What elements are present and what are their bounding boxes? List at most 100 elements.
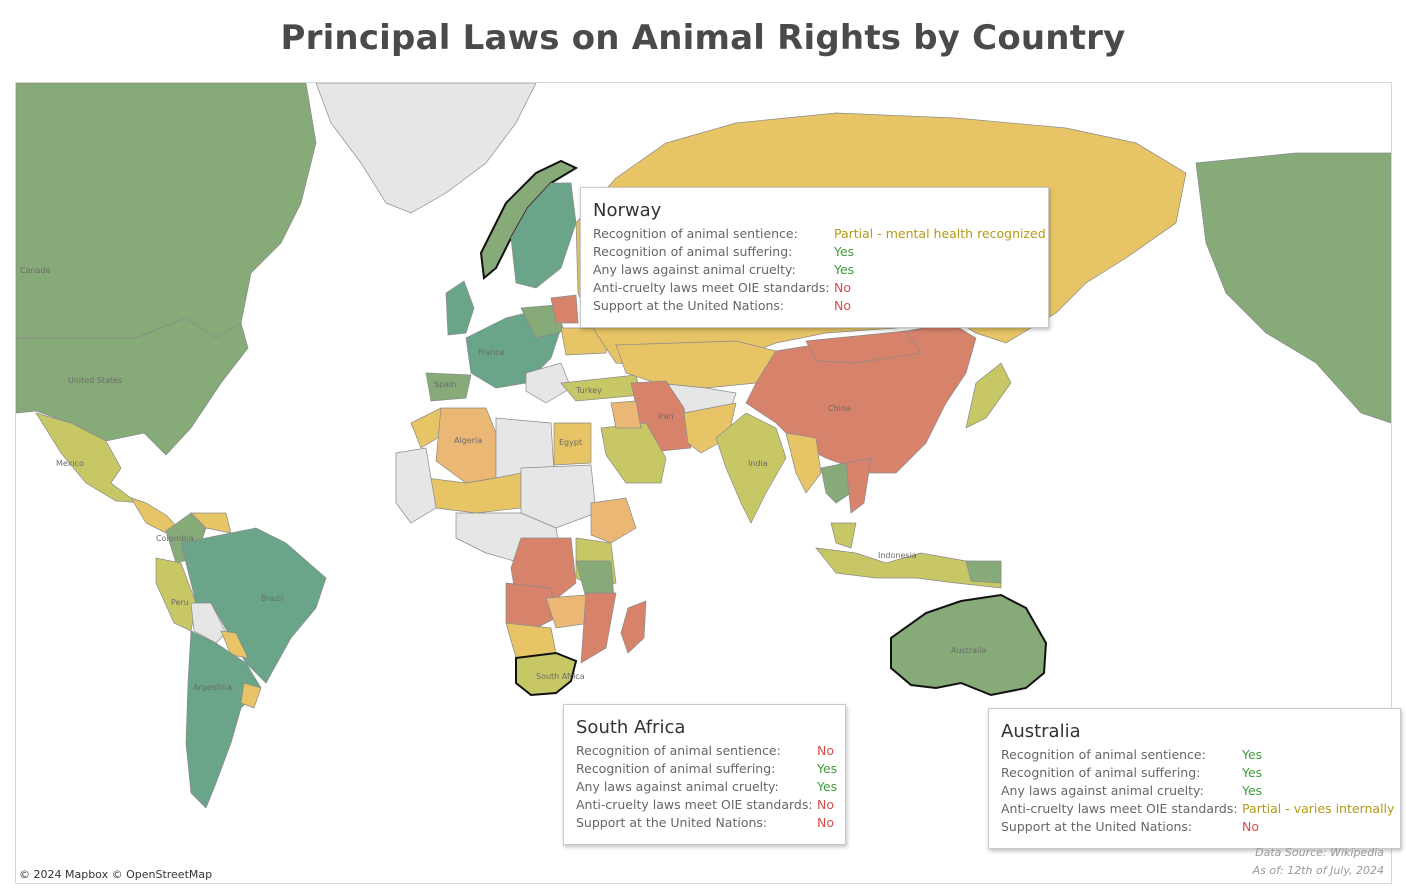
country-kazakhstan[interactable] — [615, 340, 777, 389]
tooltip-rows: Recognition of animal sentience: Partial … — [593, 225, 1046, 315]
tooltip-row-label: Support at the United Nations: — [576, 815, 768, 830]
tooltip-country-name: Australia — [1001, 721, 1081, 742]
country-madagascar[interactable] — [620, 600, 647, 654]
map-label-united-states: United States — [68, 376, 122, 385]
tooltip-row-value: No — [817, 815, 834, 830]
tooltip-row: Recognition of animal suffering: Yes — [576, 760, 837, 778]
tooltip-row: Support at the United Nations: No — [576, 814, 834, 832]
tooltip-norway: Norway Recognition of animal sentience: P… — [580, 187, 1049, 328]
map-label-canada: Canada — [20, 266, 51, 275]
tooltip-row-value: Yes — [834, 244, 855, 259]
country-papua[interactable] — [965, 560, 1002, 584]
country-uk[interactable] — [445, 280, 475, 336]
tooltip-row-value: No — [834, 280, 851, 295]
tooltip-row-value: Yes — [1242, 747, 1263, 762]
tooltip-row: Support at the United Nations: No — [593, 297, 1036, 315]
tooltip-row-label: Support at the United Nations: — [1001, 819, 1193, 834]
country-myanmar[interactable] — [785, 432, 822, 494]
tooltip-row: Any laws against animal cruelty: Yes — [576, 778, 837, 796]
tooltip-row: Support at the United Nations: No — [1001, 818, 1388, 836]
country-saudi-arabia[interactable] — [600, 422, 667, 484]
country-algeria[interactable] — [435, 407, 497, 484]
tooltip-row-label: Recognition of animal sentience: — [1001, 747, 1206, 762]
tooltip-row-label: Anti-cruelty laws meet OIE standards: — [576, 797, 813, 812]
tooltip-row-value: Yes — [834, 262, 855, 277]
country-mozambique[interactable] — [580, 592, 617, 664]
tooltip-row: Anti-cruelty laws meet OIE standards: Par… — [1001, 800, 1394, 818]
country-botswana[interactable] — [505, 622, 557, 659]
country-thailand[interactable] — [820, 462, 852, 504]
map-label-mexico: Mexico — [56, 459, 84, 468]
map-label-colombia: Colombia — [156, 534, 194, 543]
page-title: Principal Laws on Animal Rights by Count… — [280, 18, 1126, 58]
country-spain[interactable] — [425, 372, 472, 402]
country-japan[interactable] — [965, 362, 1012, 429]
tooltip-row-value: Partial - varies internally — [1242, 801, 1395, 816]
tooltip-row-value: Yes — [817, 779, 838, 794]
map-label-iran: Iran — [658, 412, 674, 421]
map-label-china: China — [828, 404, 851, 413]
map-label-spain: Spain — [434, 380, 456, 389]
country-south-africa[interactable] — [515, 651, 578, 697]
country-malaysia[interactable] — [830, 522, 857, 549]
map-label-algeria: Algeria — [454, 436, 482, 445]
map-label-france: France — [478, 348, 505, 357]
tooltip-rows: Recognition of animal sentience: No Recogn… — [576, 742, 837, 832]
map-label-turkey: Turkey — [575, 386, 602, 395]
country-balkans[interactable] — [525, 362, 572, 404]
tooltip-row-value: Yes — [1242, 765, 1263, 780]
map-label-india: India — [748, 459, 768, 468]
map-label-argentina: Argentina — [193, 683, 232, 692]
tooltip-row-label: Support at the United Nations: — [593, 298, 785, 313]
country-belarus[interactable] — [550, 294, 579, 324]
country-alaska[interactable] — [1195, 152, 1391, 424]
country-argentina[interactable] — [185, 630, 262, 809]
country-mongolia[interactable] — [805, 330, 922, 364]
country-sudan[interactable] — [520, 464, 597, 529]
tooltip-row-label: Any laws against animal cruelty: — [593, 262, 796, 277]
country-india[interactable] — [715, 412, 787, 524]
country-vietnam[interactable] — [845, 457, 872, 514]
as-of-date: As of: 12th of July, 2024 — [1252, 864, 1384, 877]
tooltip-row: Anti-cruelty laws meet OIE standards: No — [576, 796, 834, 814]
tooltip-country-name: South Africa — [576, 717, 686, 738]
tooltip-row: Anti-cruelty laws meet OIE standards: No — [593, 279, 1036, 297]
country-greenland[interactable] — [315, 83, 537, 214]
country-egypt[interactable] — [553, 422, 592, 466]
country-iraq[interactable] — [610, 400, 642, 429]
tooltip-row: Any laws against animal cruelty: Yes — [593, 261, 1036, 279]
tooltip-row-label: Recognition of animal suffering: — [1001, 765, 1201, 780]
map-label-brazil: Brazil — [261, 594, 283, 603]
tooltip-australia: Australia Recognition of animal sentienc… — [988, 708, 1401, 849]
map-label-australia: Australia — [951, 646, 986, 655]
country-australia[interactable] — [890, 593, 1048, 697]
tooltip-row: Any laws against animal cruelty: Yes — [1001, 782, 1388, 800]
tooltip-row: Recognition of animal sentience: Partial … — [593, 225, 1046, 243]
tooltip-row-label: Anti-cruelty laws meet OIE standards: — [593, 280, 830, 295]
country-united-states[interactable] — [16, 317, 249, 456]
country-tanzania[interactable] — [575, 560, 615, 599]
tooltip-row-value: Partial - mental health recognized — [834, 226, 1046, 241]
country-paraguay[interactable] — [220, 630, 249, 659]
country-ethiopia[interactable] — [590, 497, 637, 544]
country-uruguay[interactable] — [240, 682, 262, 709]
tooltip-row-label: Any laws against animal cruelty: — [576, 779, 779, 794]
map-label-egypt: Egypt — [559, 438, 582, 447]
tooltip-row-value: Yes — [817, 761, 838, 776]
tooltip-row-label: Recognition of animal suffering: — [593, 244, 793, 259]
tooltip-row: Recognition of animal suffering: Yes — [1001, 764, 1388, 782]
country-west-africa[interactable] — [395, 447, 437, 524]
tooltip-row: Recognition of animal suffering: Yes — [593, 243, 1036, 261]
tooltip-row-label: Any laws against animal cruelty: — [1001, 783, 1204, 798]
country-canada[interactable] — [16, 83, 317, 339]
tooltip-row-value: No — [834, 298, 851, 313]
country-bolivia[interactable] — [190, 602, 227, 644]
tooltip-south-africa: South Africa Recognition of animal senti… — [563, 704, 846, 845]
tooltip-row-value: Yes — [1242, 783, 1263, 798]
tooltip-row-label: Anti-cruelty laws meet OIE standards: — [1001, 801, 1238, 816]
tooltip-row: Recognition of animal sentience: No — [576, 742, 834, 760]
tooltip-row-label: Recognition of animal suffering: — [576, 761, 776, 776]
country-angola-namibia[interactable] — [505, 582, 557, 629]
map-attribution[interactable]: © 2024 Mapbox © OpenStreetMap — [19, 868, 213, 881]
map-label-peru: Peru — [171, 598, 189, 607]
